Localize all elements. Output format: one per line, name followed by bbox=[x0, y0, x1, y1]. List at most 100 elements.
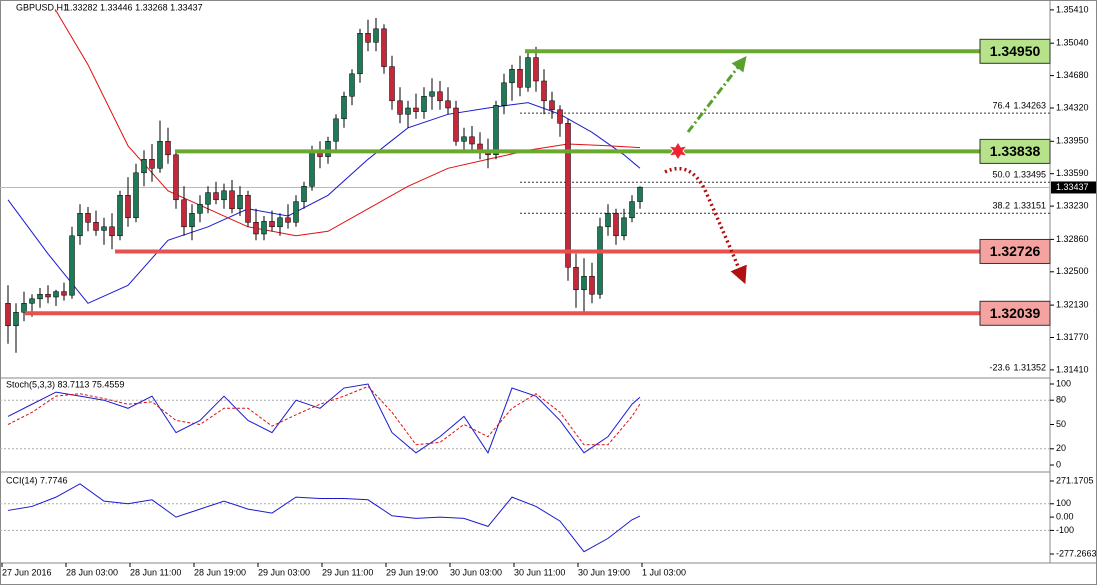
candle-body bbox=[157, 141, 163, 169]
candle-body bbox=[117, 195, 123, 237]
candle-body bbox=[341, 96, 347, 120]
candle-body bbox=[461, 136, 467, 142]
y-tick-label: 1.34680 bbox=[1056, 70, 1089, 80]
y-tick-label: 271.1705 bbox=[1056, 475, 1094, 485]
y-tick-label: 20 bbox=[1056, 443, 1066, 453]
candle-body bbox=[37, 294, 43, 300]
x-tick-label: 30 Jun 19:00 bbox=[578, 567, 630, 577]
y-tick-label: 50 bbox=[1056, 419, 1066, 429]
current-price-box bbox=[1051, 181, 1096, 194]
candle-body bbox=[549, 100, 555, 111]
candle-body bbox=[421, 96, 427, 112]
level-box bbox=[979, 300, 1051, 326]
candle-body bbox=[173, 154, 179, 201]
level-box bbox=[979, 238, 1051, 264]
moving-average bbox=[7, 102, 641, 304]
fib-ratio: -23.6 bbox=[989, 362, 1010, 372]
y-tick-label: -277.2663 bbox=[1056, 548, 1097, 558]
candle-body bbox=[637, 186, 643, 202]
candle-body bbox=[309, 150, 315, 187]
x-tick-label: 27 Jun 2016 bbox=[2, 567, 52, 577]
candle-body bbox=[373, 28, 379, 43]
candle-body bbox=[357, 33, 363, 75]
level-label: 1.32726 bbox=[990, 243, 1041, 259]
candle-body bbox=[213, 192, 219, 201]
candle-body bbox=[453, 107, 459, 142]
y-tick-label: 1.33230 bbox=[1056, 200, 1089, 210]
x-tick-label: 29 Jun 03:00 bbox=[258, 567, 310, 577]
candle-body bbox=[133, 172, 139, 219]
candle-body bbox=[541, 80, 547, 102]
x-tick-label: 29 Jun 11:00 bbox=[322, 567, 373, 577]
level-box bbox=[979, 138, 1051, 164]
y-tick-label: 1.35040 bbox=[1056, 38, 1089, 48]
stoch-line bbox=[7, 385, 641, 446]
level-label: 1.33838 bbox=[990, 143, 1041, 159]
candle-body bbox=[101, 226, 107, 231]
y-tick-label: 1.31770 bbox=[1056, 332, 1089, 342]
ohlc-readout: 1.33282 1.33446 1.33268 1.33437 bbox=[65, 2, 203, 12]
y-tick-label: 80 bbox=[1056, 395, 1066, 405]
y-tick-label: 1.33950 bbox=[1056, 136, 1089, 146]
candle-body bbox=[469, 136, 475, 145]
candle-body bbox=[141, 159, 147, 174]
level-label: 1.32039 bbox=[990, 305, 1041, 321]
candle-body bbox=[437, 91, 443, 102]
candle-body bbox=[477, 143, 483, 151]
candle-body bbox=[581, 276, 587, 291]
candle-body bbox=[229, 190, 235, 210]
candle-body bbox=[181, 199, 187, 228]
candle-body bbox=[381, 28, 387, 67]
candle-body bbox=[349, 73, 355, 97]
candle-body bbox=[613, 213, 619, 237]
candle-body bbox=[597, 226, 603, 295]
down-arrow bbox=[664, 166, 747, 285]
candle-body bbox=[197, 204, 203, 214]
candle-body bbox=[573, 267, 579, 291]
stoch-line bbox=[7, 383, 641, 454]
y-tick-label: 1.34320 bbox=[1056, 102, 1089, 112]
candle-body bbox=[445, 100, 451, 109]
candle-body bbox=[93, 222, 99, 231]
fib-ratio: 50.0 bbox=[992, 170, 1010, 180]
fib-ratio: 76.4 bbox=[992, 101, 1010, 111]
y-tick-label: 1.32500 bbox=[1056, 266, 1089, 276]
candle-body bbox=[29, 298, 35, 304]
candle-body bbox=[205, 192, 211, 205]
cci-line bbox=[7, 483, 641, 553]
candle-body bbox=[389, 66, 395, 102]
candle-body bbox=[77, 213, 83, 237]
candle-body bbox=[557, 109, 563, 124]
candle-body bbox=[253, 222, 259, 235]
level-box bbox=[979, 38, 1051, 64]
candle-body bbox=[285, 217, 291, 223]
moving-average bbox=[55, 10, 641, 237]
x-tick-label: 30 Jun 03:00 bbox=[450, 567, 502, 577]
fib-price: 1.33151 bbox=[1013, 201, 1046, 211]
candle-body bbox=[605, 213, 611, 228]
y-tick-label: 1.32860 bbox=[1056, 234, 1089, 244]
candle-body bbox=[269, 221, 275, 228]
star-marker bbox=[667, 141, 689, 161]
candle-body bbox=[277, 217, 283, 228]
y-tick-label: 1.31410 bbox=[1056, 364, 1089, 374]
candle-body bbox=[245, 195, 251, 223]
candle-body bbox=[325, 141, 331, 157]
candle-body bbox=[429, 91, 435, 97]
candle-body bbox=[533, 57, 539, 82]
candle-body bbox=[53, 291, 59, 298]
fib-ratio: 38.2 bbox=[992, 201, 1010, 211]
candle-body bbox=[85, 213, 91, 223]
candle-body bbox=[501, 82, 507, 106]
cci-title: CCI(14) 7.7746 bbox=[6, 475, 68, 485]
candle-body bbox=[517, 69, 523, 88]
candle-body bbox=[493, 105, 499, 156]
candle-body bbox=[21, 303, 27, 313]
stoch-title: Stoch(5,3,3) 83.7113 75.4559 bbox=[6, 379, 124, 389]
candle-body bbox=[405, 107, 411, 115]
candle-body bbox=[301, 186, 307, 202]
y-tick-label: 100 bbox=[1056, 498, 1071, 508]
current-price-label: 1.33437 bbox=[1056, 182, 1089, 192]
